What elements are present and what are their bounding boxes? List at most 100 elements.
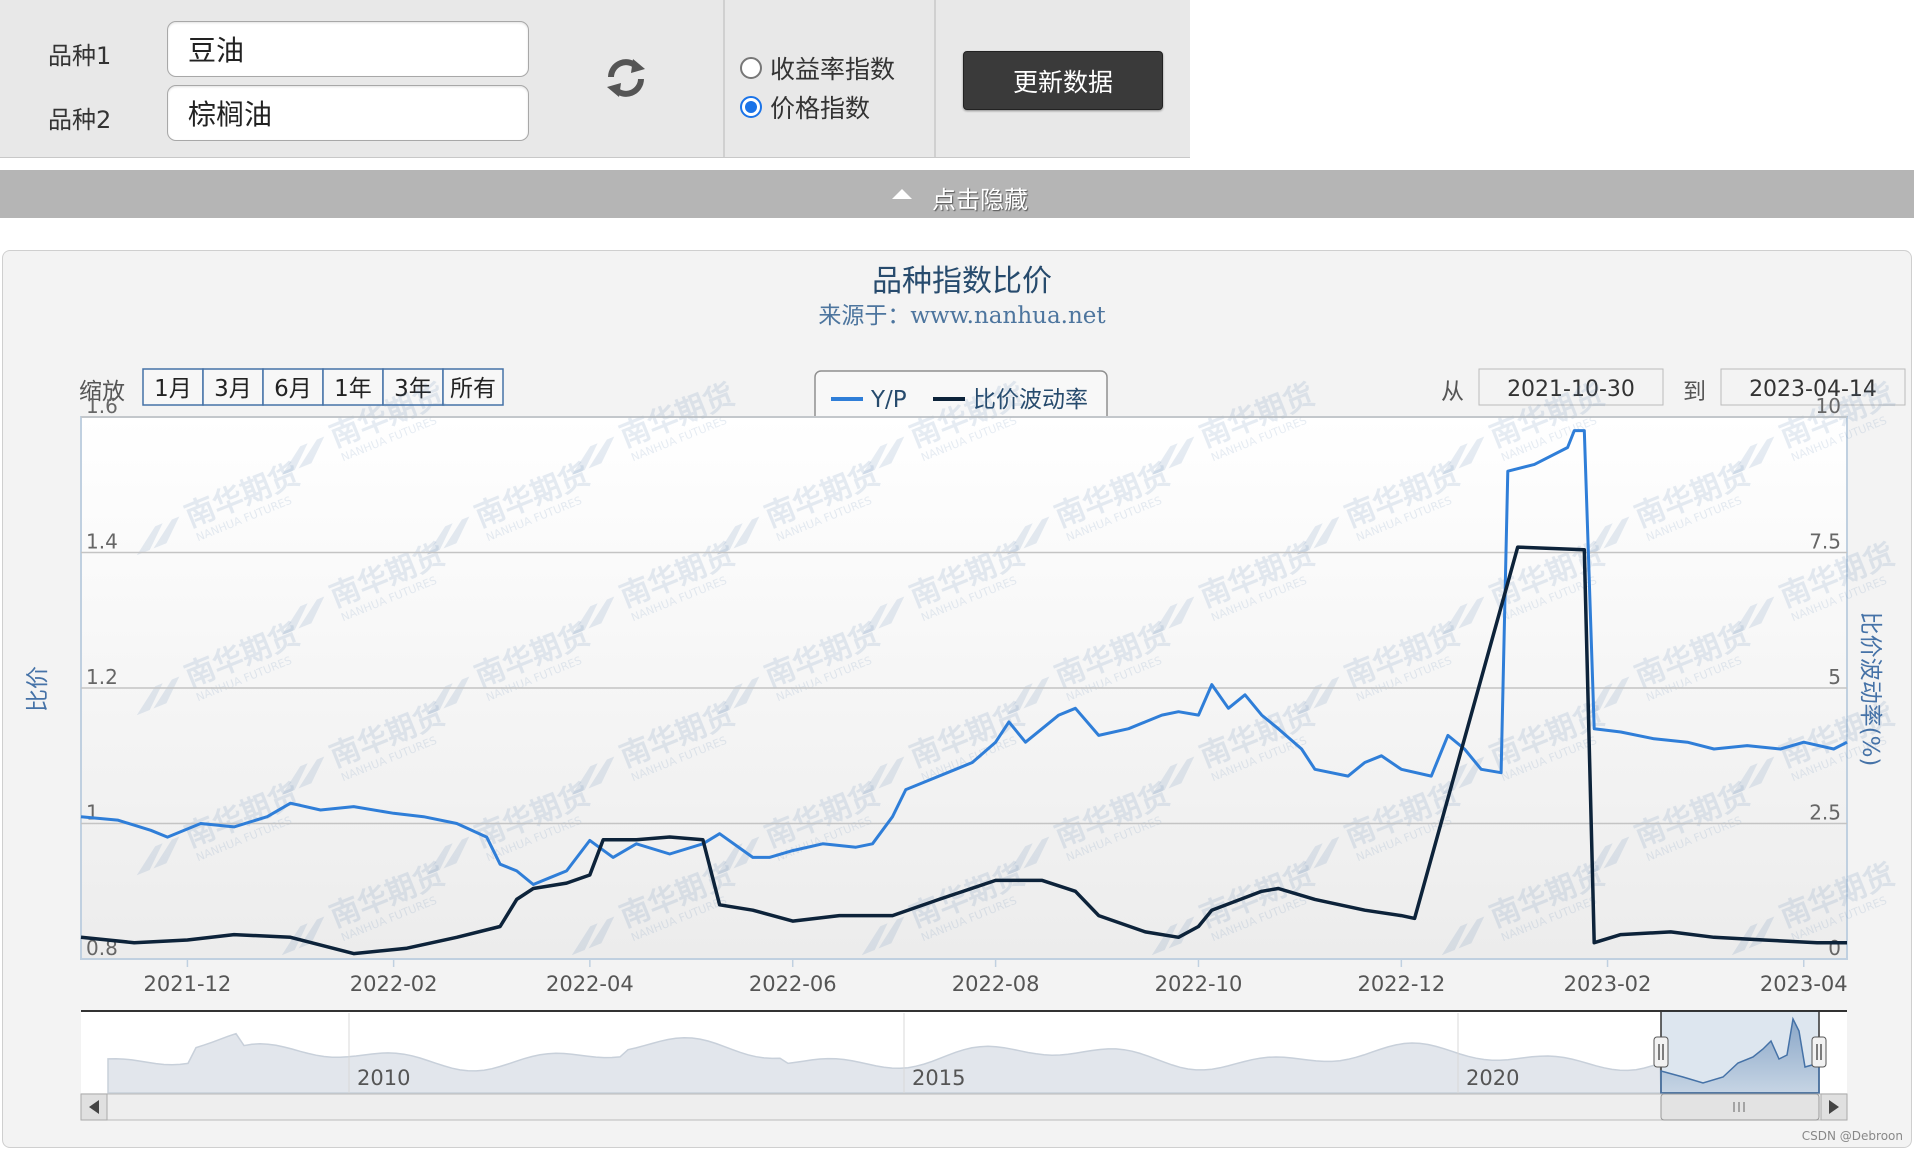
zoom-button-0[interactable]: 1月 — [142, 368, 204, 406]
range-from-input[interactable]: 2021-10-30 — [1507, 377, 1635, 402]
y2-tick-label: 7.5 — [1809, 530, 1841, 554]
watermark-icon — [1296, 516, 1340, 556]
navigator-year-label: 2015 — [912, 1066, 965, 1090]
watermark-icon — [1441, 436, 1485, 476]
navigator-handle-left[interactable] — [1653, 1036, 1669, 1068]
radio-return-circle[interactable] — [740, 57, 762, 79]
x-tick-label: 2023-04 — [1760, 972, 1848, 996]
navigator-year-label: 2020 — [1466, 1066, 1519, 1090]
zoom-button-2[interactable]: 6月 — [262, 368, 324, 406]
swap-icon[interactable] — [603, 55, 649, 101]
watermark-icon — [1731, 756, 1775, 796]
series-volatility-line[interactable] — [80, 545, 1847, 956]
navigator-year-labels: 2010 2015 2020 — [348, 1013, 1519, 1093]
watermark-icon — [716, 676, 760, 716]
zoom-button-label[interactable]: 3月 — [214, 376, 252, 402]
navigator-year-label: 2010 — [357, 1066, 410, 1090]
update-data-button[interactable]: 更新数据 — [963, 51, 1163, 110]
scrollbar[interactable] — [80, 1093, 1848, 1121]
radio-price-index[interactable]: 价格指数 — [740, 89, 870, 125]
watermark-icon — [1006, 836, 1050, 876]
watermark-icon — [1296, 836, 1340, 876]
y-tick-label: 1.6 — [86, 394, 118, 418]
zoom-button-box[interactable] — [202, 368, 264, 406]
watermark-icon — [281, 916, 325, 956]
radio-price-circle[interactable] — [740, 96, 762, 118]
zoom-button-5[interactable]: 所有 — [442, 368, 504, 406]
x-tick-label: 2022-08 — [952, 972, 1040, 996]
navigator-handle-right[interactable] — [1811, 1036, 1827, 1068]
y-axis-title: 比价 — [25, 666, 51, 712]
watermark-icon — [426, 836, 470, 876]
radio-price-label: 价格指数 — [770, 94, 871, 123]
arrow-left-icon — [89, 1100, 99, 1114]
watermark-icon — [1151, 436, 1195, 476]
y2-tick-label: 0 — [1828, 936, 1841, 960]
range-from-box[interactable] — [1478, 368, 1664, 406]
chart-panel: 品种指数比价 来源于：www.nanhua.net 缩放 1月 3月 6月 1年 3年所… — [2, 250, 1912, 1148]
divider — [934, 0, 936, 157]
scrollbar-thumb[interactable] — [1660, 1093, 1820, 1121]
watermark-icon — [136, 516, 180, 556]
radio-return-index[interactable]: 收益率指数 — [740, 50, 895, 86]
watermark-icon — [1441, 596, 1485, 636]
zoom-button-label[interactable]: 所有 — [450, 376, 496, 402]
zoom-button-box[interactable] — [322, 368, 384, 406]
zoom-button-4[interactable]: 3年 — [382, 368, 444, 406]
range-from-label: 从 — [1441, 379, 1464, 405]
hide-toggle-label: 点击隐藏 — [932, 186, 1028, 214]
zoom-button-3[interactable]: 1年 — [322, 368, 384, 406]
navigator[interactable]: 2010 2015 2020 — [81, 1010, 1847, 1094]
y-tick-label: 1.4 — [86, 530, 118, 554]
watermark-icon — [1731, 436, 1775, 476]
zoom-button-box[interactable] — [382, 368, 444, 406]
watermark-icon — [1151, 756, 1195, 796]
range-to-input[interactable]: 2023-04-14 — [1749, 377, 1877, 402]
divider — [723, 0, 725, 157]
watermark-icon — [426, 676, 470, 716]
zoom-button-box[interactable] — [442, 368, 504, 406]
series-layer — [80, 429, 1848, 956]
watermark-icon — [281, 756, 325, 796]
zoom-button-box[interactable] — [262, 368, 324, 406]
zoom-button-label[interactable]: 6月 — [274, 376, 312, 402]
x-tick-label: 2021-12 — [144, 972, 232, 996]
watermark-icon — [426, 516, 470, 556]
legend-yp-label[interactable]: Y/P — [870, 387, 907, 413]
variety2-input[interactable] — [167, 85, 529, 141]
watermark-icon — [571, 436, 615, 476]
watermark-icon — [1296, 676, 1340, 716]
arrow-right-icon — [1829, 1100, 1839, 1114]
legend-vol-label[interactable]: 比价波动率 — [973, 387, 1088, 413]
zoom-button-1[interactable]: 3月 — [202, 368, 264, 406]
navigator-series — [107, 1032, 1662, 1094]
watermark-icon — [1586, 516, 1630, 556]
watermark-icon — [1586, 676, 1630, 716]
scrollbar-track[interactable] — [80, 1093, 1848, 1121]
range-to-box[interactable] — [1720, 368, 1906, 406]
hide-toggle-bar[interactable]: 点击隐藏 — [0, 170, 1914, 218]
zoom-button-label[interactable]: 1年 — [334, 376, 372, 402]
watermark-icon — [136, 836, 180, 876]
zoom-button-label[interactable]: 3年 — [394, 376, 432, 402]
y2-tick-label: 2.5 — [1809, 801, 1841, 825]
watermark-icon — [1731, 916, 1775, 956]
zoom-button-box[interactable] — [142, 368, 204, 406]
x-tick-label: 2023-02 — [1564, 972, 1652, 996]
x-tick-label: 2022-12 — [1357, 972, 1445, 996]
watermark-icon — [716, 836, 760, 876]
y-tick-label: 1.2 — [86, 665, 118, 689]
zoom-button-label[interactable]: 1月 — [154, 376, 192, 402]
watermark-icon — [1151, 916, 1195, 956]
series-yp-line[interactable] — [80, 429, 1848, 886]
x-axis: 2021-12 2022-02 2022-04 2022-06 2022-08 2022-… — [144, 959, 1848, 996]
watermark-icon — [1006, 676, 1050, 716]
watermark-icon — [1586, 836, 1630, 876]
radio-return-label: 收益率指数 — [770, 55, 896, 84]
navigator-selected-series — [1660, 1016, 1820, 1094]
variety1-input[interactable] — [167, 21, 529, 77]
chart-subtitle: 来源于：www.nanhua.net — [818, 303, 1106, 329]
y-axis-right: 0 2.5 5 7.5 10 — [1809, 394, 1841, 960]
watermark-icon — [861, 756, 905, 796]
control-bar: 品种1 品种2 收益率指数 价格指数 更新数据 — [0, 0, 1190, 158]
